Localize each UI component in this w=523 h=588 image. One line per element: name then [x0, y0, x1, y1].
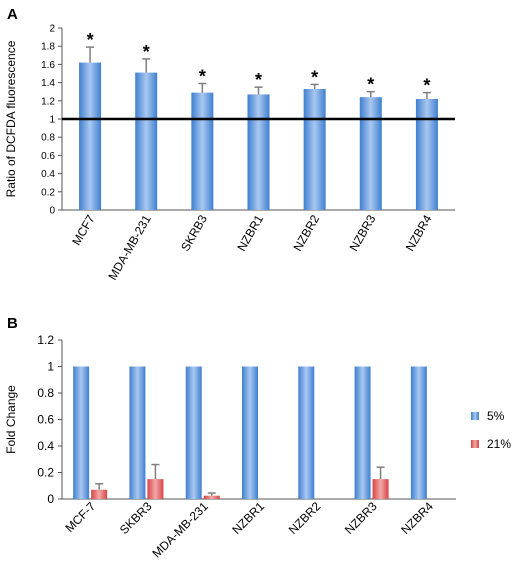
panel-b-bar-blue: [73, 366, 90, 499]
panel-b-y-tick-label: 0.6: [37, 413, 54, 427]
panel-a-significance-star: *: [367, 75, 374, 95]
panel-b-bar-red: [91, 489, 108, 499]
panel-b-y-tick-label: 0.4: [37, 439, 54, 453]
panel-a-significance-star: *: [143, 42, 150, 62]
legend-swatch-red: [471, 440, 479, 448]
panel-a-category-label: SKRB3: [178, 212, 210, 253]
panel-b-bar-blue: [185, 366, 202, 499]
panel-b-category-label: NZBR4: [398, 499, 436, 537]
panel-a-category-label: MCF7: [69, 212, 98, 248]
panel-a-bar: [247, 94, 270, 210]
panel-b-category-label: MDA-MB-231: [150, 499, 212, 561]
panel-b-bar-red: [147, 479, 164, 499]
panel-a-category-label: NZBR1: [234, 212, 266, 253]
panel-a-bar: [303, 88, 326, 210]
legend-swatch-blue: [471, 412, 479, 420]
panel-a-y-tick-label: 0.2: [41, 187, 55, 198]
panel-a-y-tick-label: 0.6: [41, 151, 55, 162]
panel-a-significance-star: *: [255, 70, 262, 90]
panel-b-y-tick-label: 1: [47, 360, 54, 374]
panel-b-category-label: NZBR2: [286, 499, 324, 537]
panel-a-bar: [191, 92, 214, 210]
panel-b-category-label: MCF-7: [62, 499, 98, 535]
panel-a-y-tick-label: 1.2: [41, 96, 55, 107]
panel-b-bar-red: [203, 495, 220, 499]
panel-a-y-tick-label: 2: [49, 24, 55, 35]
panel-b-bar-red: [372, 479, 389, 499]
panel-a-category-label: NZBR3: [347, 212, 379, 253]
panel-b-y-tick-label: 0: [47, 492, 54, 506]
panel-a-y-tick-label: 0.4: [41, 169, 55, 180]
panel-a-y-tick-label: 1: [49, 115, 55, 126]
panel-a-y-tick-label: 0: [49, 206, 55, 217]
panel-a-y-tick-label: 1.6: [41, 60, 55, 71]
panel-a-bar: [79, 62, 102, 210]
panel-a-bar: [359, 97, 382, 210]
panel-b-category-label: NZBR1: [229, 499, 267, 537]
panel-a-y-tick-label: 1.8: [41, 42, 55, 53]
panel-a-y-axis-label: Ratio of DCFDA fluorescence: [4, 40, 18, 197]
panel-a-y-tick-label: 0.8: [41, 133, 55, 144]
panel-b-y-tick-label: 0.2: [37, 466, 54, 480]
panel-a-bar: [415, 98, 438, 210]
panel-a-category-label: NZBR2: [290, 212, 322, 253]
panel-b-y-axis-label: Fold Change: [4, 385, 18, 454]
legend-label: 21%: [487, 437, 511, 451]
panel-b-bar-blue: [354, 366, 371, 499]
panel-a-significance-star: *: [311, 67, 318, 87]
panel-a-chart: 0 0.2 0.4 0.6 0.8 1 1.2 1.4 1.6 1.8 2 Ratio of DCFD…: [4, 24, 455, 282]
panel-b-category-label: SKBR3: [117, 499, 155, 537]
panel-b-bar-blue: [410, 366, 427, 499]
legend-label: 5%: [487, 409, 505, 423]
panel-a-y-tick-label: 1.4: [41, 78, 55, 89]
panel-b-bar-blue: [129, 366, 146, 499]
panel-a-letter: A: [7, 6, 18, 23]
panel-a-significance-star: *: [199, 67, 206, 87]
panel-a-significance-star: *: [87, 30, 94, 50]
panel-b-bar-blue: [298, 366, 315, 499]
panel-b-category-label: NZBR3: [342, 499, 380, 537]
panel-b-letter: B: [7, 315, 18, 332]
panel-a-category-label: MDA-MB-231: [105, 212, 154, 282]
panel-a-category-label: NZBR4: [403, 212, 435, 253]
panel-b-y-tick-label: 1.2: [37, 333, 54, 347]
panel-b-bar-blue: [242, 366, 258, 499]
panel-a-bar: [135, 72, 158, 210]
panel-a-significance-star: *: [423, 76, 430, 96]
panel-b-chart: 0 0.2 0.4 0.6 0.8 1 1.2 Fold Change MCF-7 SKBR3MD…: [4, 333, 511, 561]
panel-b-y-tick-label: 0.8: [37, 386, 54, 400]
